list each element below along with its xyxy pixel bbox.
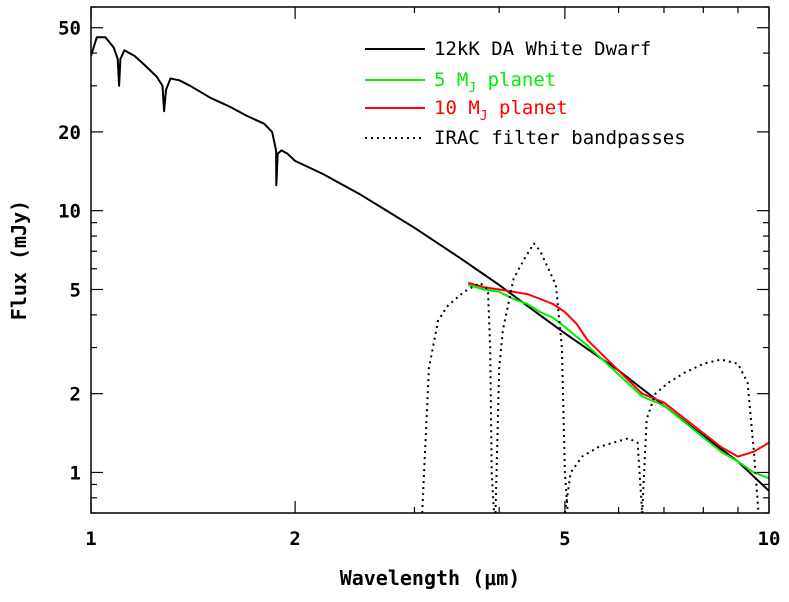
x-tick-label: 2 bbox=[289, 528, 300, 550]
series-line-6 bbox=[641, 358, 760, 513]
series-line-1 bbox=[467, 284, 769, 480]
tick-labels-layer: 1 2 5 10 1 2 5 10 20 50 bbox=[58, 18, 780, 550]
plot-frame bbox=[90, 6, 770, 514]
ticks-layer bbox=[90, 6, 770, 514]
y-tick-label: 1 bbox=[70, 462, 81, 484]
legend-label: 12kK DA White Dwarf bbox=[434, 38, 651, 60]
x-tick-label: 1 bbox=[85, 528, 96, 550]
legend-label: IRAC filter bandpasses bbox=[434, 127, 686, 149]
x-axis-title: Wavelength (μm) bbox=[340, 566, 521, 590]
x-tick-label: 10 bbox=[758, 528, 781, 550]
series-line-2 bbox=[467, 281, 769, 458]
series-line-5 bbox=[563, 437, 644, 513]
y-tick-label: 50 bbox=[58, 18, 81, 40]
series-line-0 bbox=[91, 36, 769, 492]
y-tick-label: 20 bbox=[58, 122, 81, 144]
y-axis-title: Flux (mJy) bbox=[7, 200, 31, 320]
y-tick-label: 2 bbox=[70, 384, 81, 406]
legend-label: 5 MJ planet bbox=[434, 69, 556, 96]
legend-label: 10 MJ planet bbox=[434, 97, 568, 124]
series-line-4 bbox=[494, 242, 569, 513]
y-tick-label: 10 bbox=[58, 201, 81, 223]
x-tick-label: 5 bbox=[559, 528, 570, 550]
y-tick-label: 5 bbox=[70, 279, 81, 301]
series-line-3 bbox=[421, 281, 495, 513]
series-layer bbox=[91, 36, 769, 513]
